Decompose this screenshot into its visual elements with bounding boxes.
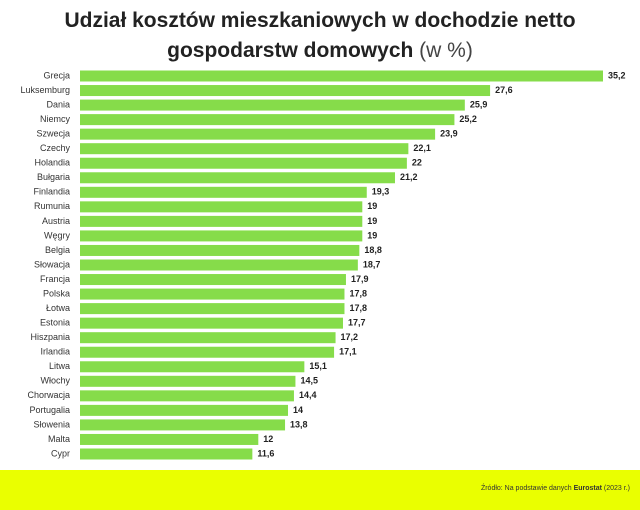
footer: Źródło: Na podstawie danych Eurostat (20… [0, 470, 640, 510]
category-label: Estonia [40, 318, 70, 328]
category-label: Austria [42, 216, 70, 226]
category-label: Grecja [43, 70, 70, 80]
value-label: 23,9 [440, 129, 458, 139]
value-label: 17,8 [349, 303, 367, 313]
value-label: 19 [367, 201, 377, 211]
bar [80, 404, 289, 416]
bar [80, 143, 409, 155]
value-label: 22,1 [413, 143, 431, 153]
value-label: 11,6 [257, 448, 274, 458]
bar [80, 332, 336, 344]
category-label: Rumunia [34, 201, 70, 211]
value-label: 27,6 [495, 85, 513, 95]
value-label: 25,9 [470, 99, 488, 109]
category-label: Litwa [49, 361, 70, 371]
category-label: Dania [46, 99, 70, 109]
value-label: 17,2 [341, 332, 359, 342]
category-label: Portugalia [29, 405, 70, 415]
category-label: Węgry [44, 230, 71, 240]
value-label: 19 [367, 230, 377, 240]
bar [80, 448, 253, 460]
category-label: Polska [43, 288, 70, 298]
category-label: Malta [48, 434, 70, 444]
bar [80, 99, 465, 111]
bar [80, 419, 286, 431]
category-label: Słowacja [34, 259, 70, 269]
bar [80, 303, 345, 315]
bar [80, 114, 455, 126]
bar [80, 128, 436, 140]
value-label: 17,8 [349, 288, 367, 298]
value-label: 14,5 [300, 376, 318, 386]
value-label: 19 [367, 216, 377, 226]
bar [80, 201, 363, 213]
bar [80, 85, 491, 97]
bar [80, 172, 395, 184]
bar [80, 274, 346, 286]
bar [80, 288, 345, 300]
bar [80, 186, 367, 198]
chart-title-block: Udział kosztów mieszkaniowych w dochodzi… [40, 6, 600, 66]
category-label: Francja [40, 274, 70, 284]
value-label: 17,7 [348, 318, 366, 328]
value-label: 18,7 [363, 259, 381, 269]
category-label: Czechy [40, 143, 71, 153]
value-label: 18,8 [364, 245, 382, 255]
category-label: Łotwa [46, 303, 70, 313]
category-label: Niemcy [40, 114, 71, 124]
category-label: Irlandia [40, 347, 70, 357]
category-label: Holandia [34, 158, 70, 168]
value-label: 15,1 [309, 361, 327, 371]
value-label: 14,4 [299, 390, 317, 400]
value-label: 17,1 [339, 347, 357, 357]
bar [80, 230, 363, 242]
unit: (w %) [419, 39, 473, 62]
bar [80, 157, 407, 169]
category-label: Finlandia [33, 187, 70, 197]
category-label: Cypr [51, 448, 70, 458]
chart: Grecja 35,2 Luksemburg 27,6 Dania 25,9 Niemcy 2… [20, 70, 626, 460]
category-label: Hiszpania [30, 332, 70, 342]
source-text: Źródło: Na podstawie danych [480, 485, 572, 492]
chart-title: Udział kosztów mieszkaniowych w dochodzi… [64, 9, 576, 62]
bar [80, 244, 360, 256]
bar [80, 70, 603, 82]
value-label: 35,2 [608, 70, 626, 80]
source: Źródło: Na podstawie danych Eurostat (20… [481, 485, 630, 492]
bar [80, 346, 335, 358]
bar [80, 390, 294, 402]
bar [80, 375, 296, 387]
category-label: Chorwacja [27, 390, 70, 400]
value-label: 17,9 [351, 274, 369, 284]
category-label: Włochy [40, 376, 70, 386]
source-year: (2023 r.) [603, 485, 630, 492]
bar [80, 259, 358, 271]
bar [80, 317, 343, 329]
value-label: 19,3 [372, 187, 390, 197]
bar [80, 361, 305, 373]
value-label: 21,2 [400, 172, 418, 182]
category-label: Słowenia [33, 419, 70, 429]
category-label: Szwecja [36, 129, 70, 139]
source-emphasis: Eurostat [573, 485, 602, 492]
bar [80, 433, 259, 445]
bar [80, 215, 363, 227]
value-label: 12 [263, 434, 273, 444]
category-label: Belgia [45, 245, 70, 255]
value-label: 13,8 [290, 419, 308, 429]
value-label: 25,2 [459, 114, 477, 124]
value-label: 22 [412, 158, 422, 168]
category-label: Bułgaria [37, 172, 70, 182]
category-label: Luksemburg [20, 85, 70, 95]
value-label: 14 [293, 405, 303, 415]
